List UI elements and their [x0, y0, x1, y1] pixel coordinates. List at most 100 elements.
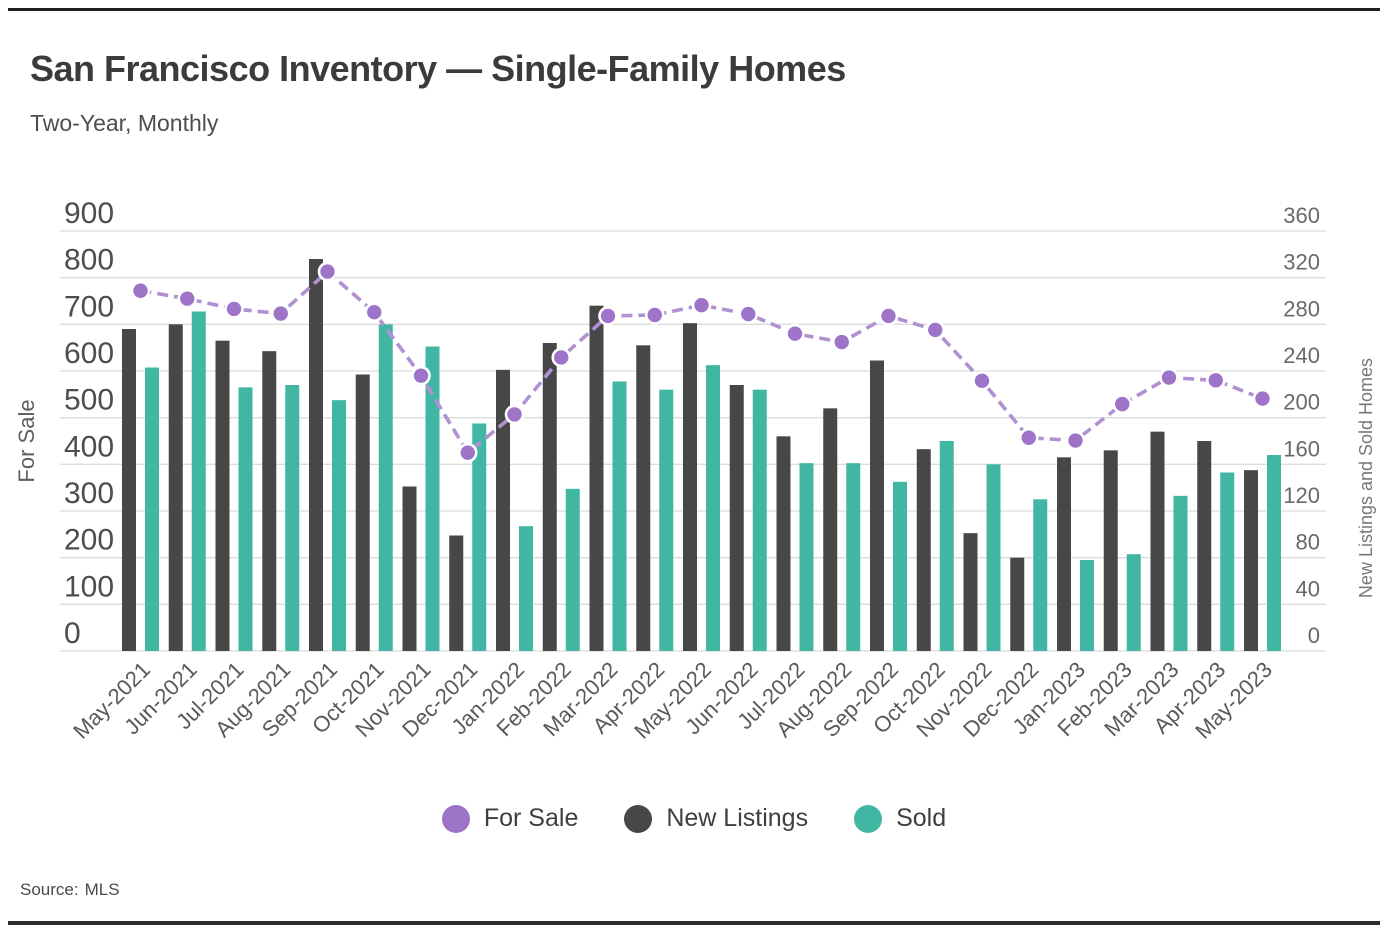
for-sale-point-Oct-2021: [364, 302, 385, 323]
bar-new-listings-Jun-2022: [729, 385, 744, 651]
page-subtitle: Two-Year, Monthly: [30, 110, 219, 136]
for-sale-point-Mar-2023: [1159, 367, 1179, 388]
bar-new-listings-Oct-2021: [355, 374, 370, 651]
bar-new-listings-Jul-2021: [215, 340, 230, 651]
bar-new-listings-Nov-2022: [963, 533, 978, 651]
right-axis-title: New Listings and Sold Homes: [1356, 358, 1376, 598]
for-sale-point-Apr-2023: [1205, 370, 1226, 391]
for-sale-point-Jan-2023: [1065, 430, 1086, 451]
bar-sold-Apr-2022: [659, 389, 674, 651]
for-sale-point-Jan-2022: [504, 404, 525, 425]
legend-swatch-sold: [854, 804, 883, 833]
bar-new-listings-Dec-2021: [449, 535, 464, 651]
bar-new-listings-Jul-2022: [776, 436, 791, 651]
for-sale-point-Sep-2021: [317, 261, 338, 282]
left-axis-tick: 700: [64, 290, 114, 323]
bar-new-listings-Jan-2023: [1057, 457, 1071, 651]
for-sale-point-Jul-2022: [785, 323, 805, 344]
left-axis-tick: 500: [64, 384, 114, 417]
legend-item-sold: Sold: [854, 804, 946, 833]
bar-sold-Feb-2023: [1126, 554, 1141, 651]
bar-sold-Dec-2022: [1033, 499, 1048, 651]
bar-sold-Feb-2022: [565, 488, 580, 651]
bar-new-listings-Mar-2023: [1150, 431, 1165, 651]
bar-new-listings-Aug-2021: [262, 351, 277, 651]
bar-sold-Jul-2022: [799, 463, 814, 651]
bar-sold-May-2022: [706, 365, 720, 651]
left-axis-tick: 900: [64, 197, 114, 230]
bar-new-listings-May-2021: [122, 329, 136, 651]
for-sale-point-Oct-2022: [925, 320, 946, 340]
for-sale-point-Dec-2021: [457, 442, 478, 463]
bar-new-listings-Feb-2023: [1103, 450, 1118, 651]
bottom-rule: [8, 921, 1380, 925]
right-axis-tick: 360: [1283, 203, 1320, 228]
for-sale-point-Aug-2021: [270, 303, 291, 324]
left-axis-tick: 600: [64, 337, 114, 370]
bar-sold-Apr-2023: [1220, 472, 1235, 651]
bar-new-listings-Sep-2021: [309, 259, 323, 651]
right-axis-tick: 120: [1283, 483, 1320, 508]
legend-label: New Listings: [666, 804, 809, 832]
bar-sold-May-2021: [145, 367, 159, 651]
bar-sold-May-2023: [1267, 455, 1281, 651]
right-axis-tick: 160: [1283, 436, 1320, 461]
left-axis-title: For Sale: [14, 399, 39, 482]
bar-sold-Jan-2023: [1080, 560, 1094, 651]
for-sale-point-Jun-2021: [177, 288, 198, 309]
for-sale-point-May-2023: [1252, 388, 1273, 409]
for-sale-point-Nov-2022: [972, 370, 992, 391]
bar-new-listings-Apr-2023: [1197, 441, 1212, 651]
for-sale-point-Dec-2022: [1018, 427, 1039, 448]
bar-new-listings-Aug-2022: [823, 408, 838, 651]
source-value: MLS: [84, 880, 120, 899]
bar-sold-Nov-2022: [986, 464, 1001, 651]
for-sale-point-Feb-2022: [551, 347, 572, 368]
legend-label: For Sale: [483, 804, 579, 832]
left-axis-tick: 400: [64, 430, 114, 463]
bar-new-listings-Nov-2021: [402, 486, 417, 651]
bar-sold-Aug-2022: [846, 463, 861, 651]
right-axis-tick: 80: [1296, 530, 1320, 555]
bar-sold-Oct-2021: [378, 324, 393, 651]
bar-sold-Nov-2021: [425, 346, 440, 651]
for-sale-point-Jul-2021: [224, 299, 244, 319]
bar-sold-Aug-2021: [285, 385, 300, 651]
page-title: San Francisco Inventory — Single-Family …: [30, 48, 846, 89]
bar-sold-Jun-2021: [191, 311, 206, 651]
bar-sold-Jan-2022: [519, 526, 533, 651]
bar-sold-Mar-2022: [612, 381, 627, 651]
bar-sold-Sep-2022: [893, 481, 907, 651]
bar-sold-Jul-2021: [238, 387, 253, 651]
for-sale-point-Aug-2022: [831, 332, 852, 352]
bar-sold-Oct-2022: [939, 441, 954, 651]
right-axis-tick: 280: [1283, 296, 1320, 321]
for-sale-point-Mar-2022: [598, 306, 618, 326]
right-axis-tick: 240: [1283, 343, 1320, 368]
bar-new-listings-May-2022: [683, 323, 697, 651]
bar-new-listings-Dec-2022: [1010, 557, 1025, 651]
for-sale-point-Sep-2022: [878, 306, 899, 326]
right-axis-tick: 40: [1296, 576, 1320, 601]
source-note: Source: MLS: [20, 880, 120, 900]
for-sale-point-Feb-2023: [1112, 394, 1133, 414]
for-sale-point-Apr-2022: [644, 305, 665, 325]
right-axis-tick: 320: [1283, 250, 1320, 275]
bar-new-listings-Apr-2022: [636, 345, 651, 651]
bar-new-listings-Feb-2022: [542, 343, 557, 651]
for-sale-point-May-2021: [130, 280, 151, 301]
bar-sold-Jun-2022: [752, 389, 767, 651]
right-axis-tick: 200: [1283, 390, 1320, 415]
left-axis-tick: 0: [64, 617, 81, 650]
bar-sold-Sep-2021: [332, 400, 346, 651]
for-sale-point-Nov-2021: [411, 365, 431, 386]
bar-new-listings-Jan-2022: [496, 369, 510, 651]
legend-swatch-new-listings: [624, 804, 653, 833]
bar-new-listings-Jun-2021: [168, 324, 183, 651]
legend-item-for-sale: For Sale: [441, 804, 579, 833]
bar-sold-Mar-2023: [1173, 495, 1188, 651]
legend-swatch-for-sale: [441, 804, 470, 833]
left-axis-tick: 800: [64, 244, 114, 277]
left-axis-tick: 200: [64, 524, 114, 557]
bar-sold-Dec-2021: [472, 423, 487, 651]
